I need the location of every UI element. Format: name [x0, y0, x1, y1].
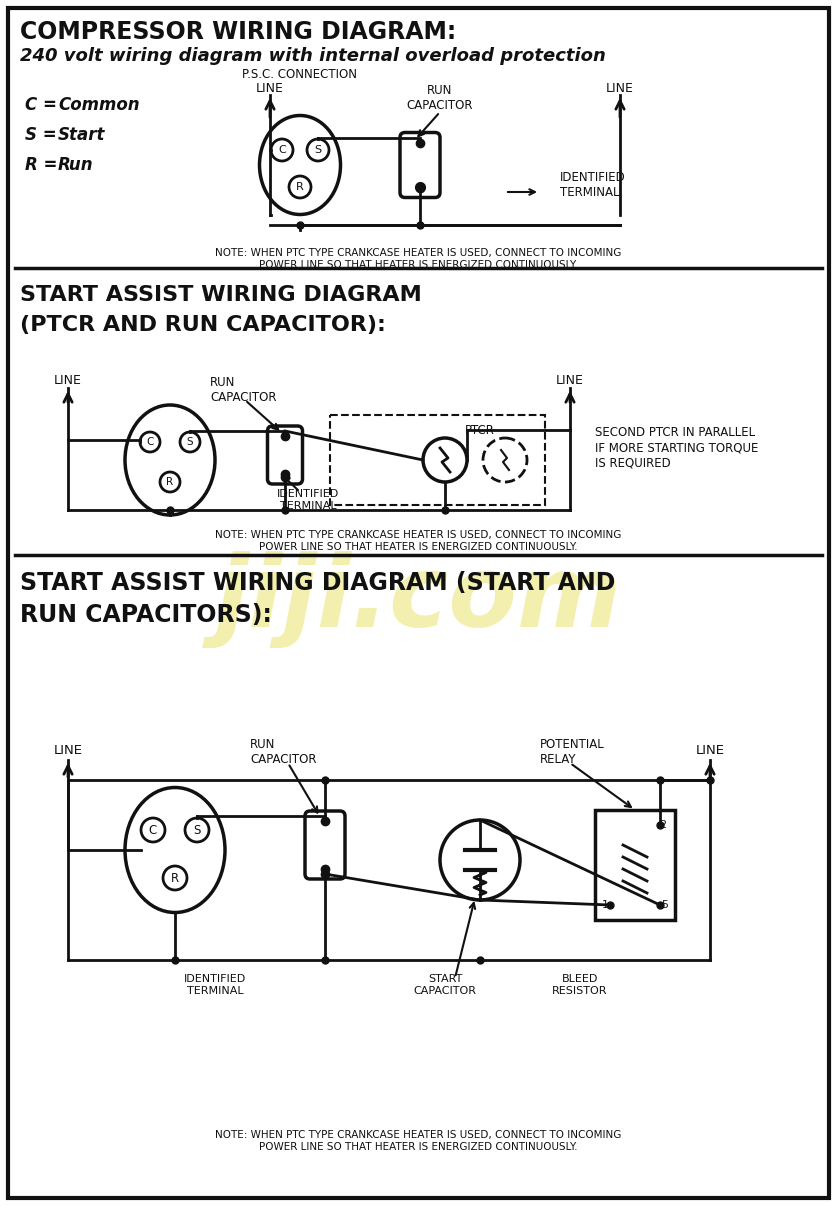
Text: Start: Start [58, 125, 105, 144]
Text: SECOND PTCR IN PARALLEL
IF MORE STARTING TORQUE
IS REQUIRED: SECOND PTCR IN PARALLEL IF MORE STARTING… [594, 427, 757, 469]
Text: (PTCR AND RUN CAPACITOR):: (PTCR AND RUN CAPACITOR): [20, 315, 385, 335]
Text: C =: C = [25, 96, 63, 115]
Text: Common: Common [58, 96, 140, 115]
Text: 1: 1 [601, 900, 608, 911]
Text: PTCR: PTCR [465, 423, 494, 437]
Text: 5: 5 [660, 900, 668, 911]
Text: RUN
CAPACITOR: RUN CAPACITOR [406, 84, 472, 112]
Text: R: R [166, 478, 173, 487]
Text: START
CAPACITOR: START CAPACITOR [413, 974, 476, 996]
Text: RUN CAPACITORS):: RUN CAPACITORS): [20, 603, 272, 627]
Text: S: S [193, 824, 201, 837]
Text: NOTE: WHEN PTC TYPE CRANKCASE HEATER IS USED, CONNECT TO INCOMING
POWER LINE SO : NOTE: WHEN PTC TYPE CRANKCASE HEATER IS … [215, 1130, 620, 1152]
Text: IDENTIFIED
TERMINAL: IDENTIFIED TERMINAL [184, 974, 246, 996]
Text: LINE: LINE [605, 82, 633, 94]
Text: S =: S = [25, 125, 63, 144]
Text: RUN
CAPACITOR: RUN CAPACITOR [250, 738, 316, 766]
Text: NOTE: WHEN PTC TYPE CRANKCASE HEATER IS USED, CONNECT TO INCOMING
POWER LINE SO : NOTE: WHEN PTC TYPE CRANKCASE HEATER IS … [215, 529, 620, 551]
Text: S: S [314, 145, 321, 156]
Text: S: S [186, 437, 193, 447]
Text: LINE: LINE [695, 744, 724, 756]
Text: jiji.com: jiji.com [214, 551, 621, 649]
Text: START ASSIST WIRING DIAGRAM: START ASSIST WIRING DIAGRAM [20, 285, 421, 305]
Text: R: R [296, 182, 303, 192]
Text: 240 volt wiring diagram with internal overload protection: 240 volt wiring diagram with internal ov… [20, 47, 605, 65]
Text: Run: Run [58, 156, 94, 174]
Text: IDENTIFIED
TERMINAL: IDENTIFIED TERMINAL [277, 490, 339, 511]
Text: LINE: LINE [256, 82, 283, 94]
Text: C: C [278, 145, 286, 156]
Text: NOTE: WHEN PTC TYPE CRANKCASE HEATER IS USED, CONNECT TO INCOMING
POWER LINE SO : NOTE: WHEN PTC TYPE CRANKCASE HEATER IS … [215, 248, 620, 270]
Text: COMPRESSOR WIRING DIAGRAM:: COMPRESSOR WIRING DIAGRAM: [20, 21, 456, 43]
Text: LINE: LINE [54, 744, 83, 756]
Text: C: C [149, 824, 157, 837]
Text: LINE: LINE [54, 374, 82, 386]
Text: IDENTIFIED
TERMINAL: IDENTIFIED TERMINAL [559, 171, 625, 199]
Text: R =: R = [25, 156, 63, 174]
Text: START ASSIST WIRING DIAGRAM (START AND: START ASSIST WIRING DIAGRAM (START AND [20, 570, 614, 595]
Text: C: C [146, 437, 154, 447]
Text: 2: 2 [659, 820, 665, 830]
Text: R: R [171, 872, 179, 884]
Text: LINE: LINE [555, 374, 584, 386]
Bar [329, 415, 544, 505]
Text: P.S.C. CONNECTION: P.S.C. CONNECTION [242, 69, 357, 82]
Text: BLEED
RESISTOR: BLEED RESISTOR [552, 974, 607, 996]
Text: POTENTIAL
RELAY: POTENTIAL RELAY [539, 738, 604, 766]
Bar [594, 810, 674, 920]
Text: RUN
CAPACITOR: RUN CAPACITOR [210, 376, 276, 404]
